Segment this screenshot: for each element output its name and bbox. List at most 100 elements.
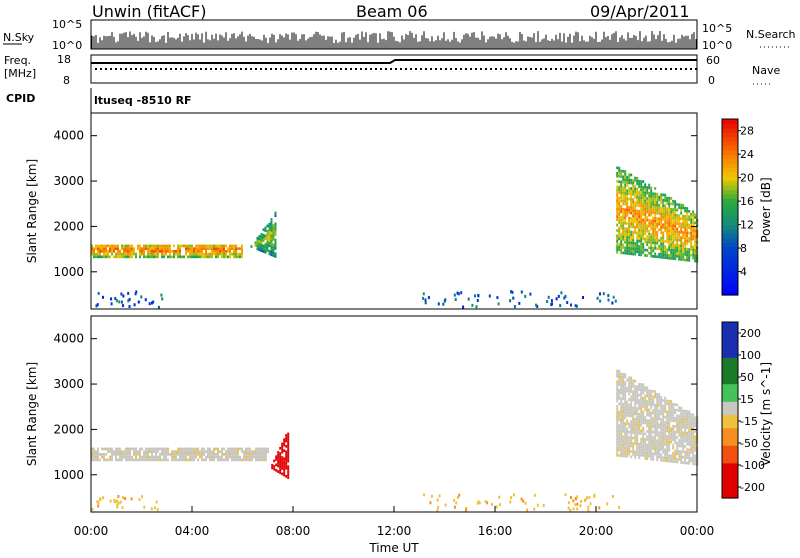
echo-cell [260, 235, 263, 239]
echo-cell [173, 252, 175, 256]
echo-cell [115, 455, 117, 459]
echo-cell [664, 459, 667, 462]
echo-cell [626, 230, 629, 233]
echo-cell [109, 247, 111, 250]
echo-cell [640, 215, 643, 219]
echo-cell [688, 451, 691, 454]
echo-cell [111, 453, 113, 456]
echo-cell [664, 456, 667, 460]
echo-cell [676, 216, 679, 220]
echo-cell [161, 458, 163, 462]
echo-cell [287, 468, 290, 471]
echo-cell [253, 455, 255, 459]
echo-cell [646, 240, 649, 244]
echo-cell [268, 228, 271, 231]
x-tick-label: 08:00 [276, 524, 311, 538]
echo-cell [664, 429, 667, 433]
echo-cell [209, 244, 211, 248]
echo-cell [672, 446, 675, 450]
echo-cell [229, 455, 231, 459]
echo-cell [203, 247, 205, 250]
echo-cell [254, 241, 257, 245]
echo-cell [660, 396, 663, 399]
echo-cell [636, 442, 639, 446]
echo-cell [165, 244, 167, 248]
power-echoes [91, 166, 699, 309]
echo-cell [626, 252, 629, 255]
echo-cell [274, 238, 277, 242]
echo-cell [129, 447, 131, 451]
echo-cell [646, 421, 649, 425]
echo-cell [622, 405, 625, 409]
echo-cell [199, 247, 201, 250]
colorbar-cell [722, 366, 738, 371]
echo-cell [270, 218, 273, 221]
echo-cell [634, 436, 637, 440]
echo-cell [646, 208, 649, 211]
echo-cell [652, 203, 655, 206]
echo-cell [622, 430, 625, 433]
echo-cell [654, 203, 657, 207]
echo-cell [660, 196, 663, 199]
echo-cell [119, 447, 121, 451]
echo-cell [119, 450, 121, 453]
echo-cell [151, 244, 153, 248]
echo-cell [115, 255, 117, 259]
echo-cell [628, 246, 631, 250]
echo-cell [684, 215, 687, 218]
echo-cell [173, 458, 175, 462]
echo-cell [624, 251, 627, 255]
echo-cell [189, 450, 191, 453]
echo-cell [668, 256, 671, 260]
echo-cell [676, 227, 679, 231]
echo-cell [660, 250, 663, 254]
echo-cell [640, 415, 643, 419]
echo-cell [642, 402, 645, 406]
echo-cell [262, 239, 265, 242]
echo-cell [652, 458, 655, 461]
echo-cell [618, 196, 621, 200]
echo-cell [616, 188, 619, 191]
echo-cell [656, 239, 659, 242]
echo-cell [173, 244, 175, 248]
echo-cell [436, 498, 439, 502]
echo-cell [658, 439, 661, 443]
echo-cell [129, 455, 131, 459]
echo-cell [127, 299, 130, 303]
echo-cell [674, 252, 677, 255]
echo-cell [207, 453, 209, 456]
echo-cell [690, 226, 693, 230]
echo-cell [632, 384, 635, 388]
echo-cell [197, 252, 199, 256]
echo-cell [620, 240, 623, 244]
echo-cell [692, 446, 695, 449]
echo-cell [660, 225, 663, 229]
echo-cell [642, 383, 645, 386]
nave-dot [605, 68, 607, 70]
colorbar-tick-label: -100 [740, 459, 765, 472]
echo-cell [618, 435, 621, 438]
echo-cell [640, 399, 643, 403]
echo-cell [638, 451, 641, 454]
echo-cell [616, 212, 619, 216]
echo-cell [648, 411, 651, 414]
echo-cell [666, 448, 669, 452]
echo-cell [676, 254, 679, 258]
echo-cell [644, 207, 647, 211]
echo-cell [640, 402, 643, 405]
echo-cell [632, 187, 635, 191]
echo-cell [686, 415, 689, 419]
echo-cell [630, 200, 633, 204]
echo-cell [618, 243, 621, 246]
echo-cell [654, 236, 657, 239]
echo-cell [634, 195, 637, 199]
echo-cell [103, 250, 105, 253]
echo-cell [640, 385, 643, 389]
colorbar-frame [721, 321, 739, 499]
echo-cell [632, 431, 635, 434]
echo-cell [652, 411, 655, 415]
echo-cell [187, 244, 189, 248]
echo-cell [277, 453, 280, 457]
echo-cell [163, 250, 165, 253]
echo-cell [688, 226, 691, 229]
